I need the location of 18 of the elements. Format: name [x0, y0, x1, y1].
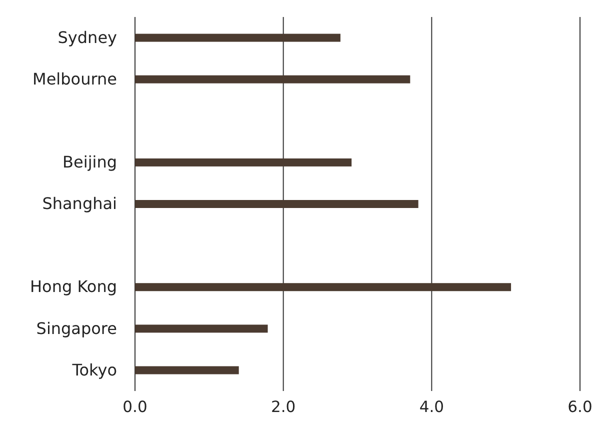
y-tick-label: Hong Kong — [30, 277, 117, 296]
bar — [135, 324, 268, 333]
y-tick-label: Shanghai — [42, 194, 117, 214]
bar — [135, 34, 340, 42]
y-tick-label: Beijing — [62, 152, 117, 172]
x-tick-label: 2.0 — [271, 398, 296, 416]
x-tick-label: 0.0 — [122, 398, 148, 416]
bar — [135, 366, 239, 374]
x-tick-label: 6.0 — [568, 398, 592, 416]
y-tick-label: Singapore — [36, 318, 117, 338]
x-tick-label: 4.0 — [419, 398, 444, 416]
y-tick-label: Tokyo — [71, 360, 117, 380]
y-tick-label: Melbourne — [32, 69, 117, 88]
bar — [135, 283, 512, 292]
bar — [135, 200, 418, 208]
bar — [135, 158, 352, 166]
y-tick-label: Sydney — [58, 28, 117, 47]
bar — [135, 75, 410, 84]
